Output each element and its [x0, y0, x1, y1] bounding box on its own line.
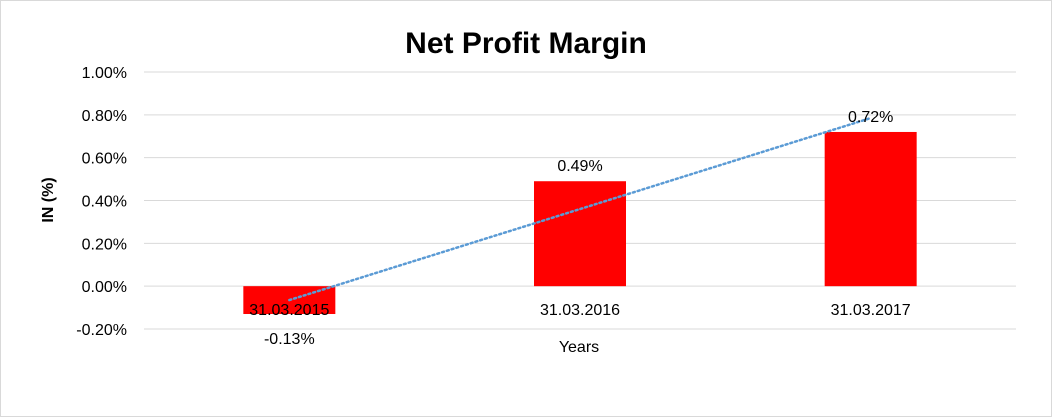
trendline — [288, 116, 872, 302]
y-tick-label: 0.40% — [82, 194, 127, 211]
y-axis-title: IN (%) — [40, 177, 57, 222]
x-tick-label: 31.03.2017 — [831, 302, 911, 319]
y-axis-ticks: -0.20% 0.00% 0.20% 0.40% 0.60% 0.80% 1.00% — [76, 65, 127, 339]
trendline-layer — [288, 116, 872, 302]
bar — [534, 181, 626, 287]
x-axis-title: Years — [559, 339, 599, 356]
y-tick-label: 0.00% — [82, 279, 127, 296]
y-tick-label: 0.60% — [82, 151, 127, 168]
chart-title: Net Profit Margin — [405, 27, 647, 60]
data-label: 0.49% — [557, 158, 602, 175]
x-tick-label: 31.03.2015 — [249, 302, 329, 319]
y-tick-label: -0.20% — [76, 322, 127, 339]
bar — [824, 131, 917, 287]
bars — [243, 131, 917, 315]
y-tick-label: 0.20% — [82, 236, 127, 253]
x-tick-label: 31.03.2016 — [540, 302, 620, 319]
y-tick-label: 1.00% — [82, 65, 127, 82]
y-tick-label: 0.80% — [82, 108, 127, 125]
data-label: 0.72% — [848, 109, 893, 126]
x-axis-ticks: 31.03.2015 31.03.2016 31.03.2017 — [249, 302, 911, 319]
data-labels: -0.13% 0.49% 0.72% — [264, 109, 893, 348]
data-label: -0.13% — [264, 331, 315, 348]
